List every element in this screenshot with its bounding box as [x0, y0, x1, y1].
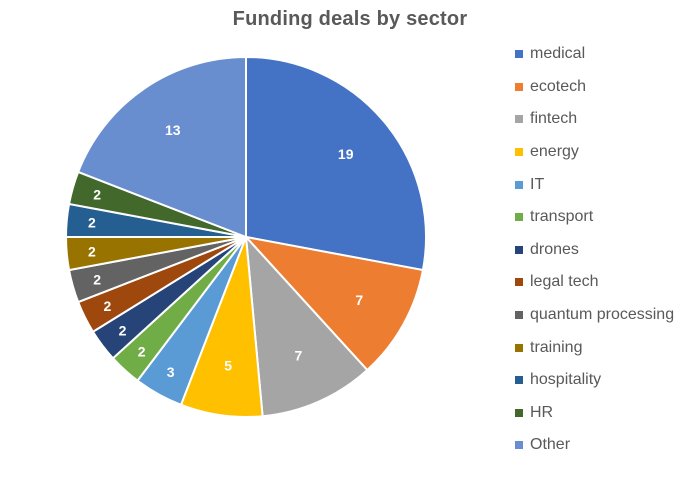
- data-label-other: 13: [165, 122, 181, 138]
- data-label-transport: 2: [138, 343, 146, 359]
- data-label-energy: 5: [224, 357, 232, 373]
- data-label-fintech: 7: [294, 348, 302, 364]
- data-label-legal-tech: 2: [104, 298, 112, 314]
- legend-swatch: [515, 213, 523, 222]
- legend-swatch: [515, 343, 523, 352]
- legend-item-transport: transport: [515, 201, 674, 234]
- legend-label: fintech: [530, 110, 578, 128]
- legend-item-legal-tech: legal tech: [515, 266, 674, 299]
- legend-label: energy: [530, 143, 579, 161]
- legend-swatch: [515, 408, 523, 417]
- legend-label: Other: [530, 436, 571, 454]
- data-label-drones: 2: [119, 322, 127, 338]
- legend-label: medical: [530, 45, 586, 63]
- legend-item-medical: medical: [515, 38, 674, 71]
- legend-item-hr: HR: [515, 397, 674, 430]
- legend-item-other: Other: [515, 429, 674, 462]
- legend-item-quantum-processing: quantum processing: [515, 299, 674, 332]
- data-label-hospitality: 2: [88, 215, 96, 231]
- pie-slice-medical: [245, 55, 428, 272]
- legend-swatch: [515, 148, 523, 157]
- data-label-it: 3: [167, 364, 175, 380]
- legend-item-hospitality: hospitality: [515, 364, 674, 397]
- legend-label: training: [530, 338, 583, 356]
- legend-label: hospitality: [530, 371, 602, 389]
- legend-label: legal tech: [530, 273, 599, 291]
- legend-item-drones: drones: [515, 234, 674, 267]
- legend-item-ecotech: ecotech: [515, 71, 674, 104]
- data-label-medical: 19: [338, 146, 354, 162]
- data-label-hr: 2: [93, 187, 101, 203]
- legend-item-training: training: [515, 331, 674, 364]
- legend-label: drones: [530, 240, 579, 258]
- legend-swatch: [515, 441, 523, 450]
- legend-swatch: [515, 311, 523, 320]
- legend-swatch: [515, 245, 523, 254]
- legend-label: quantum processing: [530, 306, 675, 324]
- legend-swatch: [515, 115, 523, 124]
- legend-label: HR: [530, 403, 554, 421]
- data-label-quantum-processing: 2: [93, 271, 101, 287]
- legend-swatch: [515, 180, 523, 189]
- data-label-ecotech: 7: [355, 292, 363, 308]
- legend-item-fintech: fintech: [515, 103, 674, 136]
- legend: medical ecotech fintech energy IT transport dr…: [515, 38, 674, 462]
- legend-item-it: IT: [515, 168, 674, 201]
- legend-swatch: [515, 50, 523, 59]
- legend-label: ecotech: [530, 77, 587, 95]
- legend-item-energy: energy: [515, 136, 674, 169]
- pie-slice-fintech: [244, 234, 369, 418]
- legend-swatch: [515, 82, 523, 91]
- pie-slice-other: [76, 55, 247, 239]
- legend-label: transport: [530, 208, 594, 226]
- pie-slice-ecotech: [243, 235, 425, 372]
- legend-label: IT: [530, 175, 545, 193]
- chart-title: Funding deals by sector: [232, 8, 468, 30]
- data-label-training: 2: [88, 243, 96, 259]
- legend-swatch: [515, 376, 523, 385]
- legend-swatch: [515, 278, 523, 287]
